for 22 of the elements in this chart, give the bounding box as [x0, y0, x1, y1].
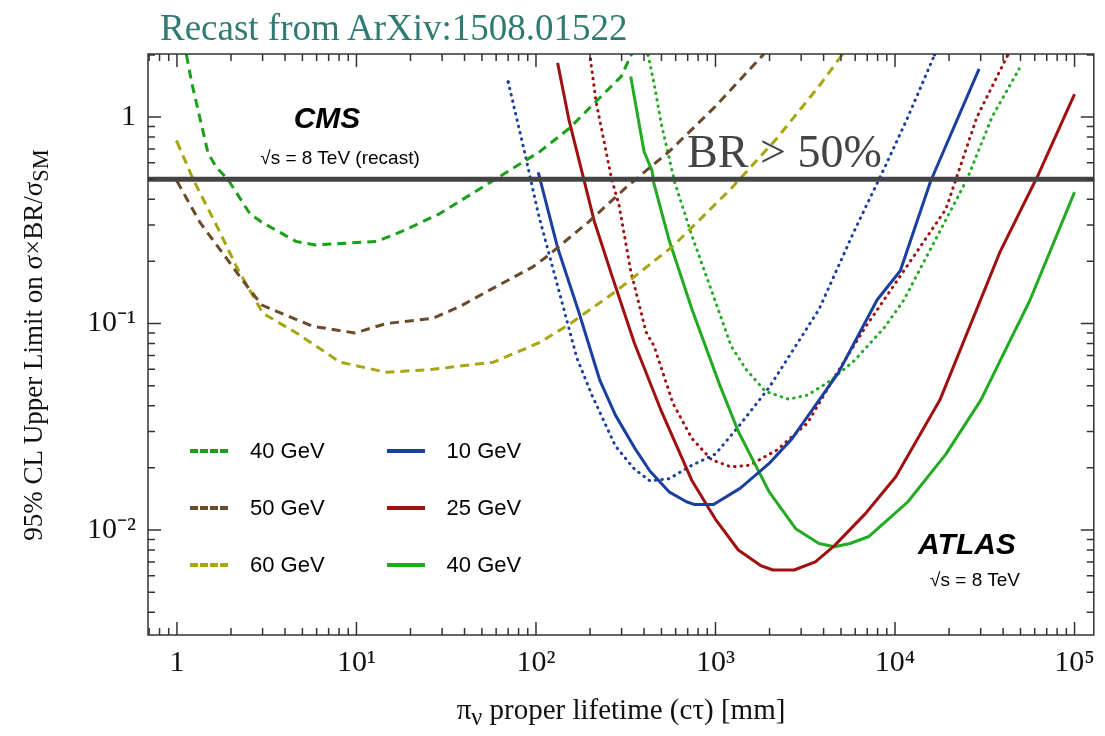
ref-line-label: BR > 50%: [687, 126, 882, 178]
x-tick-label: 10¹: [336, 643, 376, 677]
x-tick-label: 10⁴: [874, 643, 916, 677]
legend-label: 10 GeV: [446, 437, 522, 464]
y-tick-label: 10⁻²: [87, 510, 136, 544]
annotation: CMS: [293, 101, 361, 135]
y-tick-label: 1: [121, 97, 136, 131]
legend-label: 40 GeV: [446, 551, 522, 578]
annotation: √s = 8 TeV (recast): [260, 147, 420, 169]
y-tick-label: 10⁻¹: [87, 304, 136, 338]
legend-label: 40 GeV: [250, 437, 325, 464]
x-tick-label: 10⁵: [1054, 643, 1095, 677]
legend-label: 60 GeV: [250, 551, 325, 578]
x-axis-title: π$_{ν}$ proper lifetime (cτ) [mm]: [456, 692, 786, 732]
x-tick-label: 1: [169, 643, 185, 677]
legend-label: 50 GeV: [250, 494, 325, 521]
chart-title: Recast from ArXiv:1508.01522: [160, 6, 628, 50]
annotation: √s = 8 TeV: [930, 569, 1020, 591]
x-tick-label: 10³: [696, 643, 735, 677]
annotation: ATLAS: [918, 527, 1016, 561]
x-tick-label: 10²: [516, 643, 556, 677]
legend-label: 25 GeV: [446, 494, 522, 521]
